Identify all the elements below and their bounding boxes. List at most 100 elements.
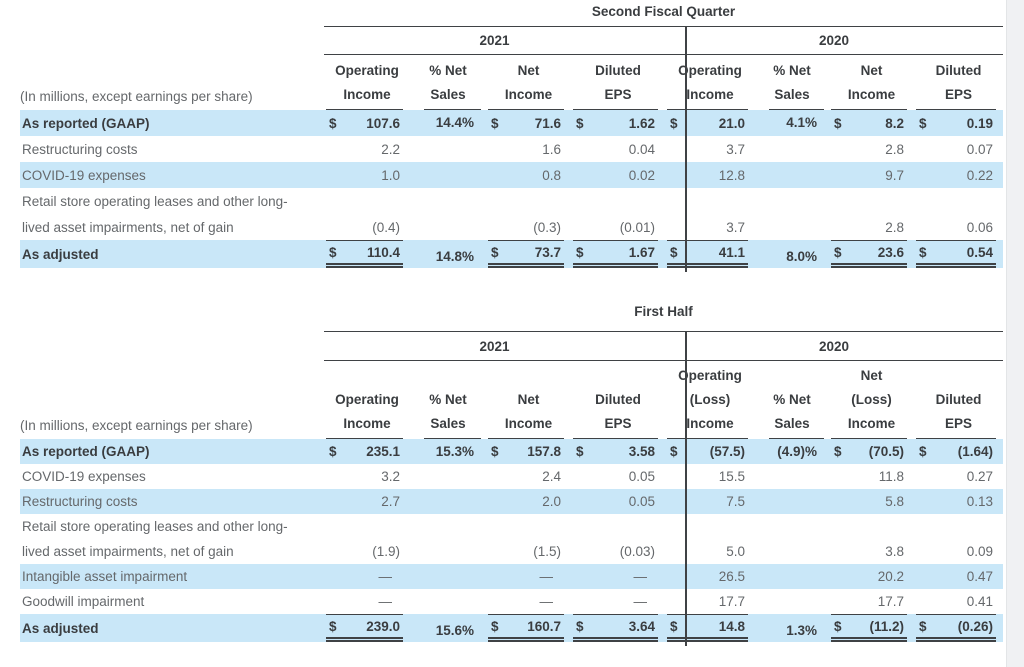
dollar-sign: $ [834,244,842,260]
money-cell [571,188,665,214]
dollar-sign: $ [491,115,499,131]
money-cell: $239.0 [324,614,410,642]
money-cell [665,514,755,539]
row-label: Restructuring costs [22,494,138,509]
percent-cell [410,589,486,614]
percent-cell: 14.8% [435,249,474,264]
money-cell: $ (57.5) [670,444,745,459]
dollar-sign: $ [576,618,584,634]
percent-cell [410,514,486,539]
money-cell: 0.22 [966,167,993,183]
money-cell: 1.0 [381,167,400,183]
money-cell: 0.06 [966,219,993,235]
row-label: Intangible asset impairment [22,569,188,584]
money-cell: $157.8 [491,444,561,459]
dollar-sign: $ [834,444,842,459]
money-cell: 17.7 [877,594,904,609]
money-cell: 0.05 [628,469,655,484]
money-cell: — [539,594,554,609]
money-cell: 12.8 [718,167,745,183]
year-header: 2020 [665,331,1003,361]
row-label: COVID-19 expenses [22,167,146,183]
year-divider [685,26,687,272]
money-cell [914,514,1003,539]
money-cell: 5.0 [726,544,745,559]
table-row: Retail store operating leases and other … [20,188,1003,214]
table-row: Restructuring costs 2.2 1.6 0.04 3.7 2.8 0.07 [20,136,1003,162]
money-cell: 3.7 [726,219,745,235]
dollar-sign: $ [329,115,337,131]
percent-cell [755,514,829,539]
percent-cell [410,136,486,162]
row-label: As reported (GAAP) [22,115,150,131]
column-header: % Net Sales [410,361,486,439]
table-row: As adjusted $239.0 15.6% $160.7 $3.64 $14.8 1.… [20,614,1003,642]
money-cell: 17.7 [718,594,745,609]
row-label: As reported (GAAP) [22,444,150,459]
money-cell: (0.3) [533,219,561,235]
money-cell [324,188,410,214]
money-cell: $ (1.64) [919,444,993,459]
year-header: 2021 [324,26,665,55]
dollar-sign: $ [919,444,927,459]
money-cell: (1.9) [372,544,400,559]
percent-cell [755,489,829,514]
table-row: Retail store operating leases and other … [20,514,1003,539]
dollar-sign: $ [670,115,678,131]
money-cell: $ (11.2) [829,614,914,642]
dollar-sign: $ [491,618,499,634]
column-header: Operating (Loss) Income [665,361,755,439]
table-title: First Half [634,304,693,319]
table-row: As reported (GAAP) $107.6 14.4% $71.6 $1.62 $… [20,110,1003,136]
table-first-half: First Half 2021 2020 (In millions, except e… [20,303,1003,646]
dollar-sign: $ [491,244,499,260]
money-cell: — [633,594,648,609]
money-cell [914,188,1003,214]
year-header: 2021 [324,331,665,361]
money-cell: 11.8 [878,469,904,484]
column-header: Operating Income [324,361,410,439]
row-label: Goodwill impairment [22,594,145,609]
percent-cell [410,464,486,489]
table-row: COVID-19 expenses 1.0 0.8 0.02 12.8 9.7 0.22 [20,162,1003,188]
dollar-sign: $ [919,244,927,260]
dollar-sign: $ [919,618,927,634]
money-cell: 1.6 [542,141,561,157]
money-cell: 0.09 [966,544,993,559]
money-cell: 15.5 [718,469,745,484]
column-header: Operating Income [324,55,410,110]
dollar-sign: $ [576,244,584,260]
percent-cell: (4.9)% [777,444,817,459]
money-cell: $0.54 [914,240,1003,268]
money-cell: $8.2 [834,115,904,131]
money-cell: 3.8 [885,544,904,559]
table-title: Second Fiscal Quarter [591,4,736,19]
percent-cell [755,564,829,589]
money-cell: $110.4 [324,240,410,268]
column-header: Diluted EPS [914,361,1003,439]
money-cell: 2.8 [885,219,904,235]
row-label: Retail store operating leases and other … [22,519,288,534]
percent-cell [410,564,486,589]
column-header: % Net Sales [410,55,486,110]
money-cell [829,188,914,214]
money-cell: $235.1 [329,444,400,459]
table-row: As adjusted $110.4 14.8% $73.7 $1.67 $41.1 8.0… [20,240,1003,268]
table-second-fiscal-quarter: Second Fiscal Quarter 2021 2020 (In million… [20,3,1003,272]
dollar-sign: $ [670,444,678,459]
percent-cell: 8.0% [786,249,817,264]
money-cell: 2.2 [381,141,400,157]
row-label: Retail store operating leases and other … [22,193,288,209]
money-cell: 0.02 [628,167,655,183]
money-cell: $73.7 [486,240,571,268]
money-cell: 3.7 [726,141,745,157]
money-cell: 0.27 [966,469,993,484]
money-cell: $1.67 [571,240,665,268]
money-cell: 2.4 [542,469,561,484]
table-row: lived asset impairments, net of gain (1.9… [20,539,1003,564]
percent-cell: 1.3% [786,623,817,638]
money-cell: 0.05 [628,494,655,509]
money-cell: 9.7 [885,167,904,183]
table-row: Intangible asset impairment — — — 26.5 20.2 0.… [20,564,1003,589]
dollar-sign: $ [670,618,678,634]
